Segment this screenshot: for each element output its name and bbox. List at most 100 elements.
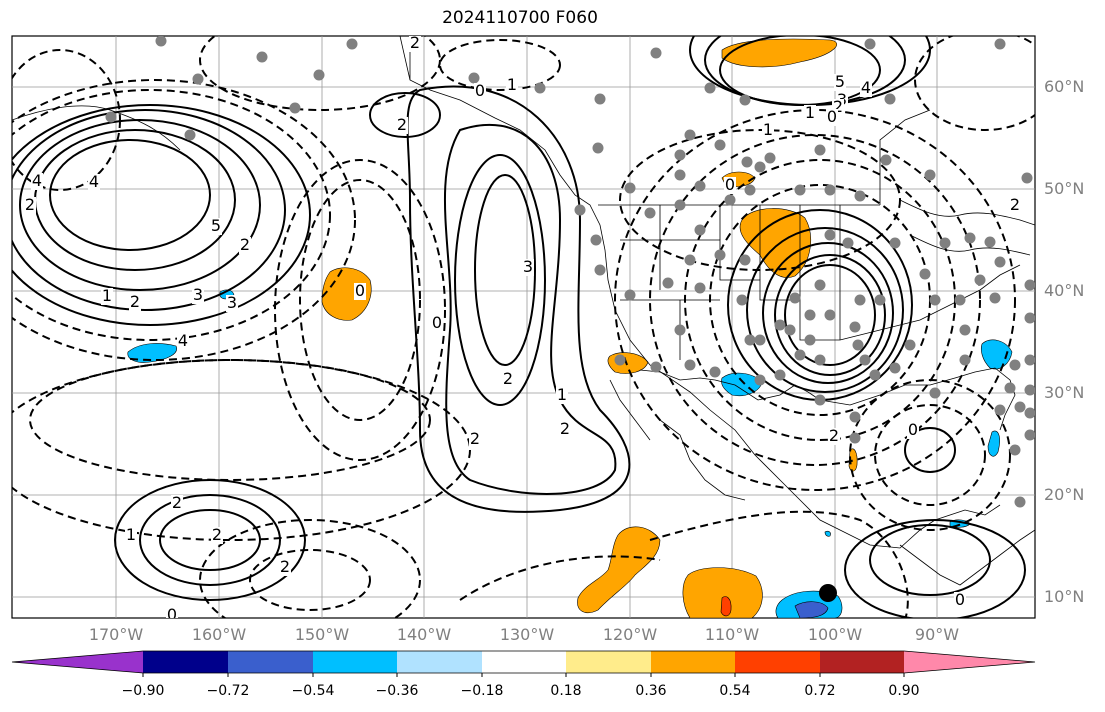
contour-label-bg (522, 259, 534, 276)
station-dot (313, 69, 325, 81)
contour-label-bg (724, 177, 736, 194)
station-dot (684, 254, 696, 266)
station-dot (744, 334, 756, 346)
shade-blue-east (980, 339, 1013, 370)
station-dot (624, 182, 636, 194)
station-dot (1024, 279, 1035, 291)
station-dot (814, 394, 826, 406)
station-dot (1014, 496, 1026, 508)
contour-label: 4 (89, 172, 99, 191)
station-dot (984, 236, 996, 248)
contour-label: 3 (227, 293, 237, 312)
station-dot (994, 256, 1006, 268)
station-dot (794, 184, 806, 196)
station-dot (684, 359, 696, 371)
contour-label-bg (211, 527, 223, 544)
lat-tick-label: 20°N (1044, 485, 1085, 504)
plot-frame (11, 35, 1036, 619)
colorbar (11, 650, 1036, 677)
station-dot (824, 229, 836, 241)
station-dot (959, 354, 971, 366)
lon-tick-label: 140°W (396, 625, 452, 644)
colorbar-segment (143, 651, 228, 673)
station-dot (754, 334, 766, 346)
station-dot (849, 321, 861, 333)
contour-label-bg (1009, 197, 1021, 214)
colorbar-segment (651, 651, 735, 673)
contour-label: 2 (240, 235, 250, 254)
contour-label: 0 (955, 590, 965, 609)
station-dot (874, 294, 886, 306)
station-dot (1024, 354, 1035, 366)
contour-label: 2 (130, 292, 140, 311)
station-dot (1009, 359, 1021, 371)
contour-label: 4 (178, 331, 188, 350)
contour-label-bg (396, 117, 408, 134)
station-dot (974, 274, 986, 286)
station-dot (814, 354, 826, 366)
station-dot (994, 38, 1006, 50)
station-dot (814, 144, 826, 156)
station-dot (256, 51, 268, 63)
colorbar-tick-label: −0.90 (121, 683, 165, 699)
contour-label-bg (129, 294, 141, 311)
station-dot (880, 154, 892, 166)
station-dot (889, 237, 901, 249)
station-dot (924, 169, 936, 181)
station-dot (724, 194, 736, 206)
shade-orange-north (721, 38, 837, 68)
contour-label: 3 (193, 285, 203, 304)
station-dot (624, 289, 636, 301)
contour-label: 2 (212, 525, 222, 544)
colorbar-segment (12, 651, 143, 673)
station-dot (824, 184, 836, 196)
station-dot (939, 237, 951, 249)
contour-label: 0 (432, 313, 442, 332)
contour-label: 0 (908, 420, 918, 439)
contour-label-bg (239, 237, 251, 254)
shade-red-south (720, 596, 732, 617)
station-dot (614, 354, 626, 366)
contour-label: 1 (102, 286, 112, 305)
station-dot (854, 294, 866, 306)
station-dot (864, 38, 876, 50)
station-dot (704, 82, 716, 94)
station-dot (694, 224, 706, 236)
colorbar-segment (904, 651, 1035, 673)
station-dot (904, 339, 916, 351)
station-dot (1024, 429, 1035, 441)
contour-label: 0 (167, 605, 177, 624)
station-dot (592, 142, 604, 154)
contour-label-bg (354, 283, 366, 300)
station-dot (774, 319, 786, 331)
shade-blue-pacific-1 (127, 343, 177, 363)
station-dot (869, 369, 881, 381)
station-dot (590, 234, 602, 246)
station-dot (662, 277, 674, 289)
colorbar-tick-label: −0.18 (460, 683, 504, 699)
station-dot (534, 82, 546, 94)
station-dot (989, 292, 1001, 304)
lon-tick-label: 120°W (602, 625, 658, 644)
station-dot (784, 324, 796, 336)
station-dot (929, 294, 941, 306)
contour-label-bg (828, 428, 840, 445)
lon-tick-label: 110°W (704, 625, 760, 644)
lon-tick-label: 170°W (88, 625, 144, 644)
colorbar-tick-label: 0.72 (804, 683, 836, 699)
colorbar-tick-label: 0.36 (635, 683, 667, 699)
contour-label: 5 (211, 216, 221, 235)
contour-label: 2 (25, 195, 35, 214)
lat-tick-label: 40°N (1044, 281, 1085, 300)
contour-label-bg (804, 105, 816, 122)
station-dot (739, 254, 751, 266)
contour-label-bg (469, 431, 481, 448)
lon-tick-label: 90°W (914, 625, 960, 644)
station-dot (754, 374, 766, 386)
location-marker (819, 584, 837, 602)
station-dot (859, 354, 871, 366)
station-dot (644, 207, 656, 219)
contour-label: 1 (805, 103, 815, 122)
lat-tick-label: 60°N (1044, 77, 1085, 96)
